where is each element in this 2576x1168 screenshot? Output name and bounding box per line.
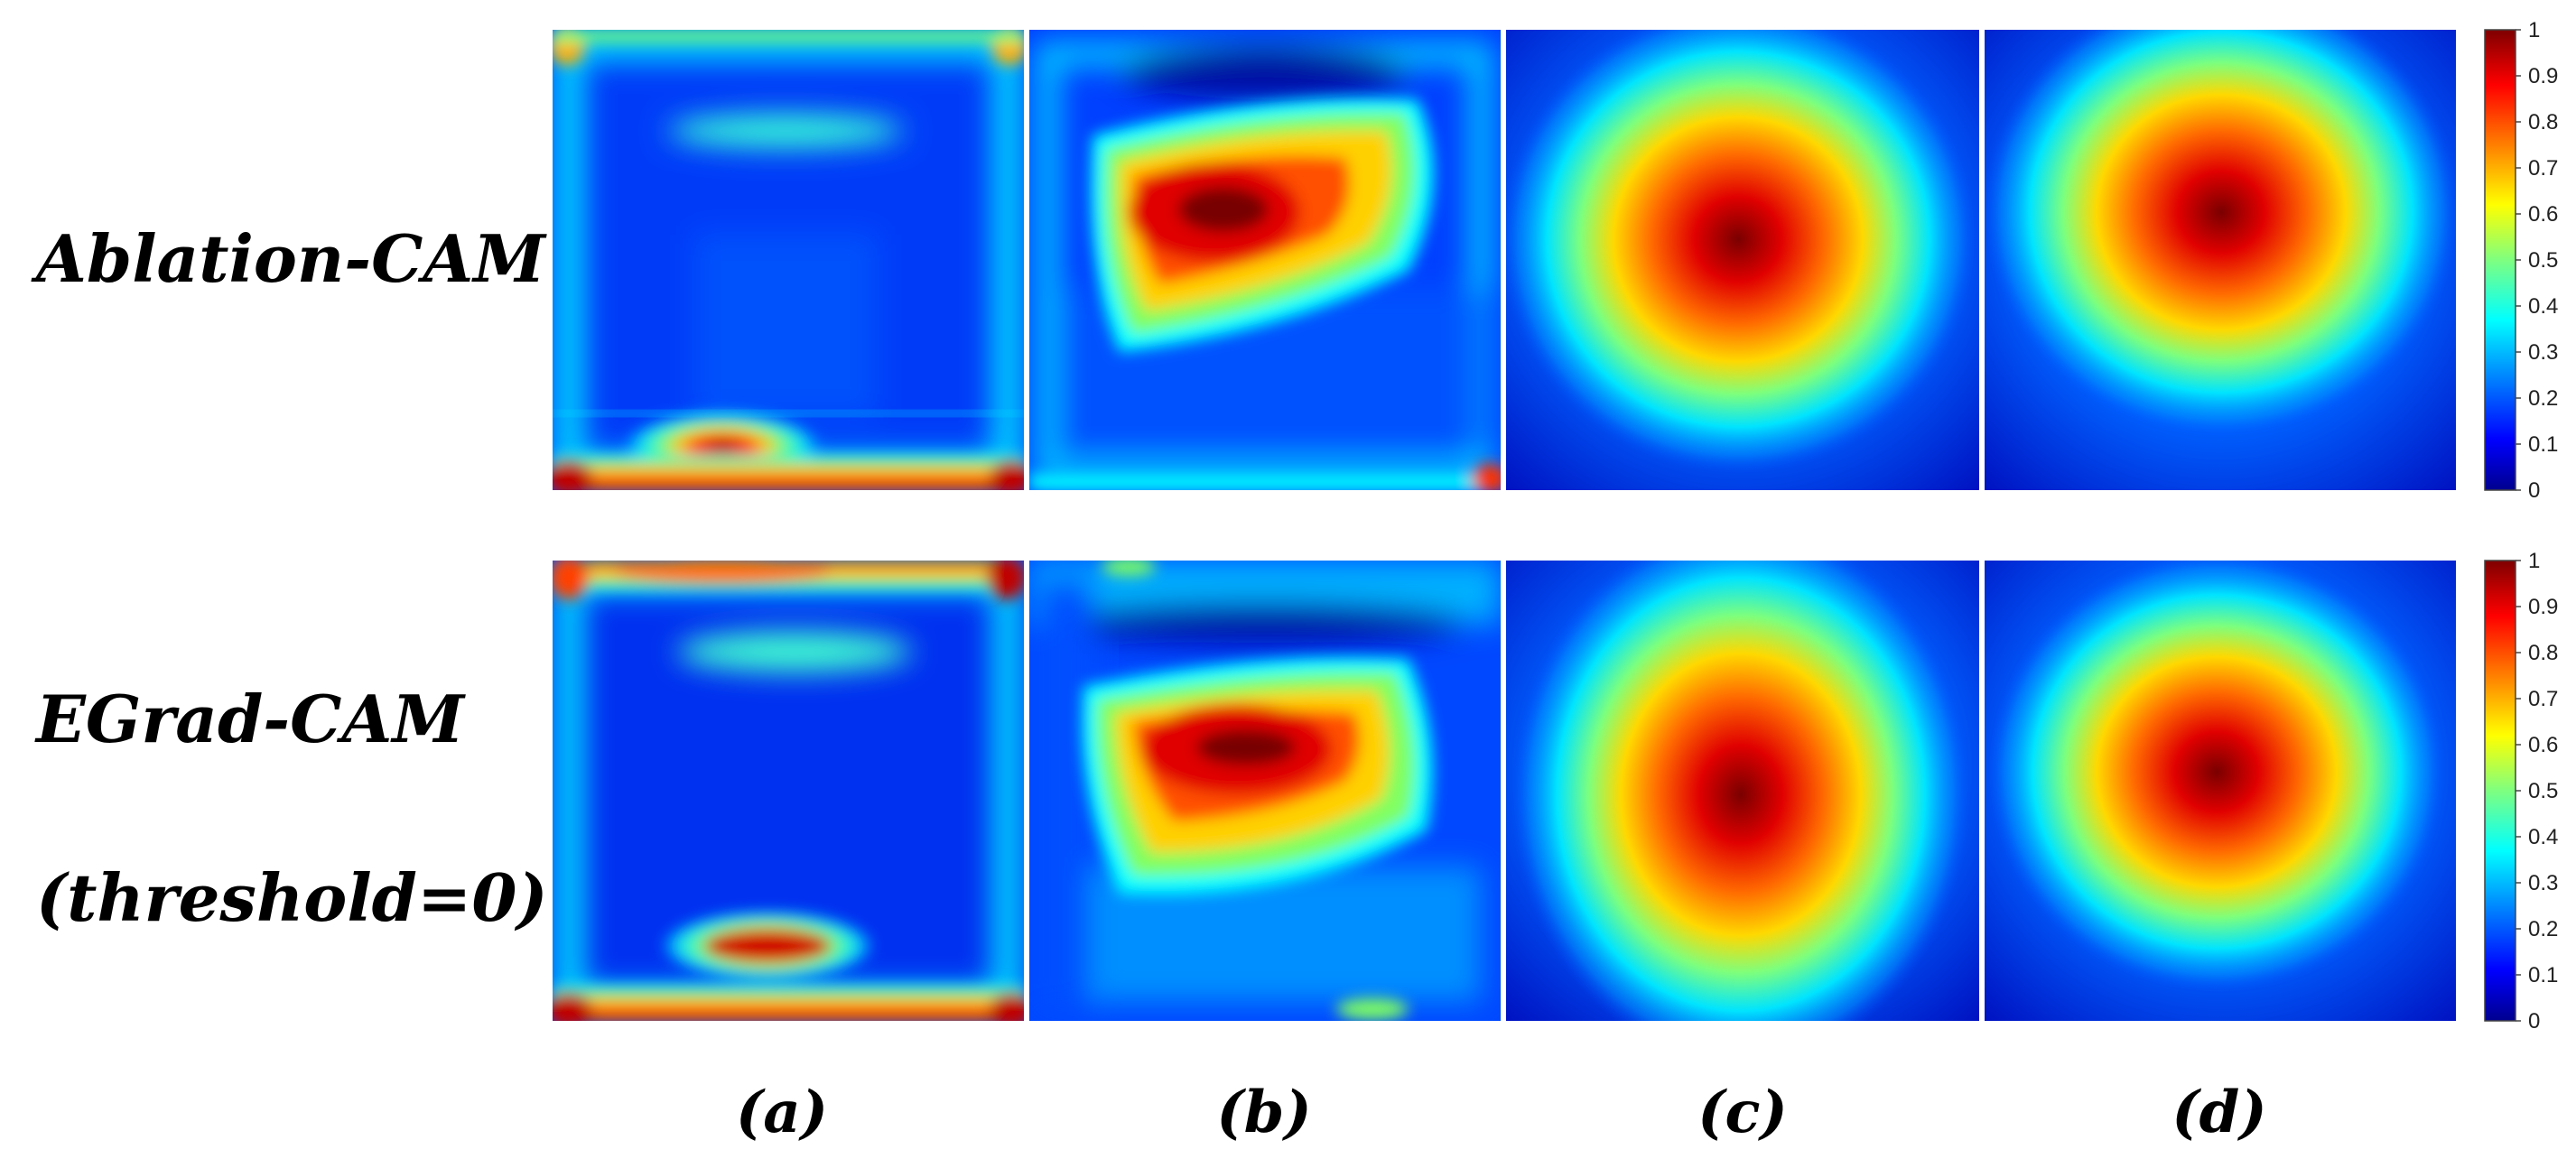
colorbar-tick-label: 0.4	[2528, 294, 2558, 319]
heatmap-ablation-d	[1985, 30, 2456, 490]
colorbar-tick-label: 0.2	[2528, 386, 2558, 411]
column-label-a: (a)	[736, 1079, 828, 1146]
colorbar-tick-label: 0.7	[2528, 156, 2558, 181]
colorbar-tick-label: 0.8	[2528, 641, 2558, 665]
colorbar-tick-label: 0.7	[2528, 687, 2558, 711]
colorbar-top: 0 0.1 0.2 0.3 0.4 0.5 0.6 0.7 0.8 0.9 1	[2484, 18, 2558, 503]
column-label-b: (b)	[1216, 1079, 1311, 1146]
colorbar-tick-label: 0.6	[2528, 733, 2558, 757]
heatmap-ablation-a	[553, 30, 1024, 490]
colorbar-tick-label: 0.6	[2528, 202, 2558, 227]
colorbar-bottom-ticks: 0 0.1 0.2 0.3 0.4 0.5 0.6 0.7 0.8 0.9 1	[2516, 549, 2558, 1034]
row-label-ablation-cam: Ablation-CAM	[31, 220, 547, 297]
heatmap-egrad-d	[1985, 561, 2456, 1021]
heatmap-egrad-a	[553, 561, 1024, 1021]
colorbar-tick-label: 0.1	[2528, 432, 2558, 457]
row-label-egrad-cam: EGrad-CAM	[34, 681, 466, 757]
colorbar-tick-label: 0.2	[2528, 917, 2558, 941]
colorbar-tick-label: 0.8	[2528, 110, 2558, 134]
row-sublabel-threshold: (threshold=0)	[36, 859, 548, 936]
colorbar-tick-label: 0	[2528, 478, 2540, 503]
heatmap-egrad-c	[1506, 561, 1979, 1021]
heatmap-ablation-c	[1506, 30, 1979, 490]
colorbar-tick-label: 0.4	[2528, 825, 2558, 849]
colorbar-tick-label: 0.3	[2528, 340, 2558, 365]
colorbar-tick-label: 0.1	[2528, 963, 2558, 987]
colorbar-top-ticks: 0 0.1 0.2 0.3 0.4 0.5 0.6 0.7 0.8 0.9 1	[2516, 18, 2558, 503]
column-label-c: (c)	[1697, 1079, 1788, 1146]
colorbar-tick-label: 0.9	[2528, 64, 2558, 88]
colorbar-tick-label: 1	[2528, 549, 2540, 573]
colorbar-tick-label: 0.9	[2528, 595, 2558, 619]
colorbar-tick-label: 0.5	[2528, 779, 2558, 803]
column-label-d: (d)	[2171, 1079, 2266, 1146]
heatmap-egrad-b	[1029, 561, 1501, 1021]
colorbar-tick-label: 0	[2528, 1009, 2540, 1034]
colorbar-tick-label: 0.5	[2528, 248, 2558, 273]
colorbar-tick-label: 0.3	[2528, 871, 2558, 895]
colorbar-bottom: 0 0.1 0.2 0.3 0.4 0.5 0.6 0.7 0.8 0.9 1	[2484, 549, 2558, 1034]
colorbar-tick-label: 1	[2528, 18, 2540, 42]
heatmap-ablation-b	[1029, 30, 1501, 490]
